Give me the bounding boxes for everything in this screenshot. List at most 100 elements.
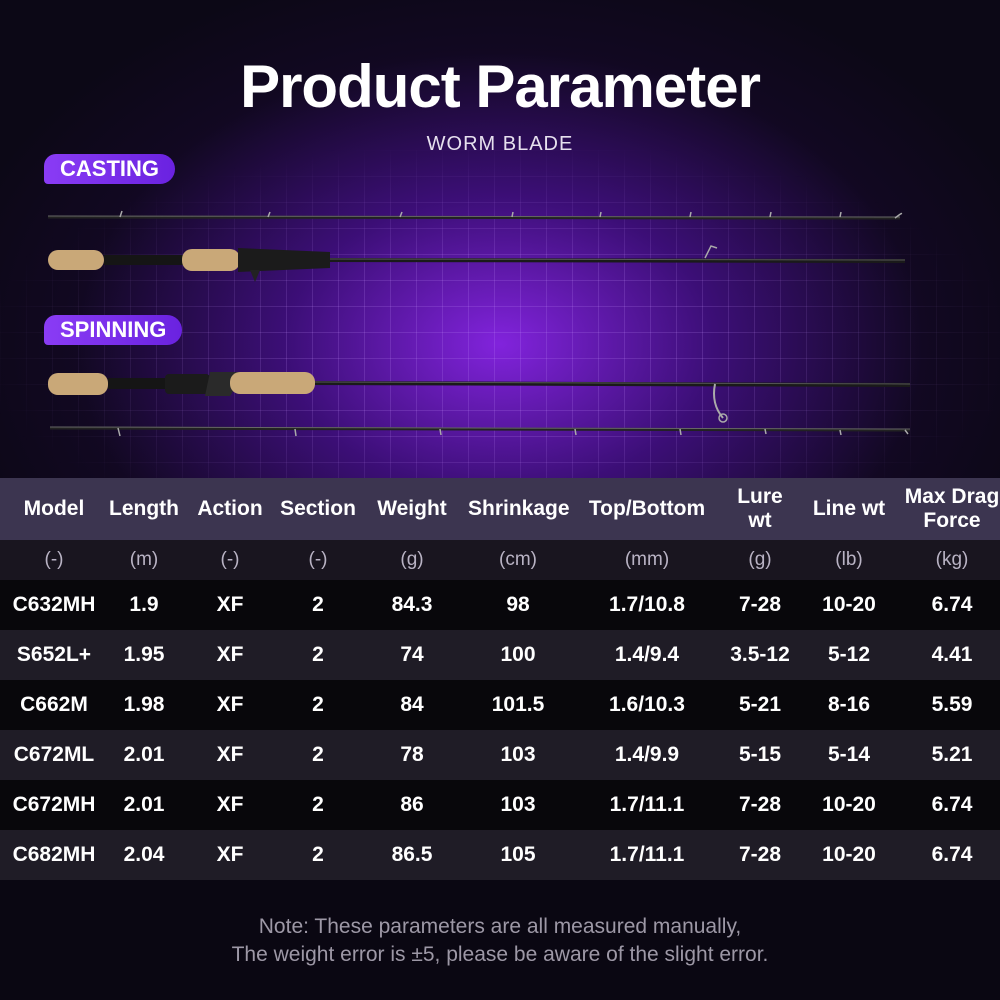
unit-cell: (-) [44,549,64,570]
measurement-note: Note: These parameters are all measured … [0,913,1000,969]
table-cell: 6.74 [931,793,973,816]
table-cell: 1.4/9.4 [614,643,680,666]
spinning-rod-tip [49,426,911,437]
table-cell: C682MH [12,843,96,866]
table-cell: 1.95 [123,643,165,666]
table-cell: S652L+ [16,643,92,666]
page-subtitle: WORM BLADE [426,133,574,155]
rod-illustration [47,210,911,437]
header-line-wt: Line wt [812,497,886,520]
table-cell: 98 [506,593,530,616]
table-cell: 2.01 [123,743,165,766]
table-cell: 2.04 [123,843,165,866]
table-cell: XF [216,743,244,766]
note-line-1: Note: These parameters are all measured … [258,915,742,938]
unit-cell: (-) [308,549,328,570]
header-weight: Weight [377,497,447,520]
table-cell: 105 [500,843,536,866]
table-cell: 2 [312,743,324,766]
table-cell: 2 [312,643,324,666]
table-cell: 84.3 [391,593,433,616]
table-cell: 10-20 [822,843,876,866]
table-header-row: Model Length Action Section Weight Shrin… [0,478,1000,540]
table-cell: 103 [500,793,536,816]
table-cell: C672MH [12,793,96,816]
table-units-row: (-) (m) (-) (-) (g) (cm) (mm) (g) (lb) (… [0,540,1000,580]
header-max-drag-force: Max Drag Force [904,485,1000,532]
table-cell: 5.21 [931,743,973,766]
table-cell: C632MH [12,593,96,616]
spinning-rod-butt [48,372,911,423]
unit-cell: (cm) [499,549,537,570]
table-row: S652L+ 1.95 XF 2 74 100 1.4/9.4 3.5-12 5-12 4.41 [0,630,1000,680]
table-cell: 101.5 [491,693,545,716]
header-lure-wt: Lure wt [737,485,783,532]
table-cell: 100 [500,643,536,666]
table-cell: 103 [500,743,536,766]
table-row: C682MH 2.04 XF 2 86.5 105 1.7/11.1 7-28 10-20 6.7… [0,830,1000,880]
table-cell: 6.74 [931,593,973,616]
table-row: C662M 1.98 XF 2 84 101.5 1.6/10.3 5-21 8-16 5.59 [0,680,1000,730]
table-cell: 1.4/9.9 [614,743,680,766]
table-cell: 10-20 [822,793,876,816]
unit-cell: (g) [748,549,772,570]
table-cell: 84 [400,693,424,716]
table-cell: 2 [312,593,324,616]
table-cell: C672ML [13,743,95,766]
table-cell: 5-12 [827,643,871,666]
table-cell: XF [216,843,244,866]
table-cell: 6.74 [931,843,973,866]
table-cell: 4.41 [931,643,973,666]
unit-cell: (m) [129,549,159,570]
header-top-bottom: Top/Bottom [588,497,706,520]
casting-tag: CASTING [44,154,175,184]
table-cell: 10-20 [822,593,876,616]
table-cell: 78 [400,743,424,766]
note-line-2: The weight error is ±5, please be aware … [231,943,769,966]
unit-cell: (mm) [624,549,670,570]
table-cell: 7-28 [738,843,782,866]
table-cell: 2 [312,793,324,816]
table-cell: XF [216,643,244,666]
header-shrinkage: Shrinkage [468,497,570,520]
table-cell: XF [216,593,244,616]
table-row: C632MH 1.9 XF 2 84.3 98 1.7/10.8 7-28 10-20 6.74 [0,580,1000,630]
unit-cell: (kg) [935,549,969,570]
table-cell: 2 [312,693,324,716]
table-cell: 86 [400,793,424,816]
table-cell: 1.7/11.1 [609,793,685,816]
table-row: C672ML 2.01 XF 2 78 103 1.4/9.9 5-15 5-14 5.21 [0,730,1000,780]
table-cell: 1.9 [129,593,159,616]
hero-banner: Product Parameter WORM BLADE CASTING SPI… [0,0,1000,478]
table-cell: 1.7/11.1 [609,843,685,866]
grid-background [0,150,1000,478]
table-cell: XF [216,793,244,816]
page-title: Product Parameter [240,53,761,120]
header-length: Length [109,497,179,520]
table-cell: 1.98 [123,693,165,716]
table-cell: 5-15 [738,743,782,766]
table-row: C672MH 2.01 XF 2 86 103 1.7/11.1 7-28 10-20 6.74 [0,780,1000,830]
table-cell: 5-21 [738,693,782,716]
table-cell: 2.01 [123,793,165,816]
casting-rod-butt [48,245,906,282]
table-cell: XF [216,693,244,716]
header-action: Action [197,497,263,520]
header-section: Section [280,497,356,520]
table-cell: 74 [400,643,424,666]
unit-cell: (-) [220,549,240,570]
table-cell: 7-28 [738,593,782,616]
table-cell: 1.7/10.8 [609,593,685,616]
table-cell: 1.6/10.3 [609,693,685,716]
table-cell: 5.59 [931,693,973,716]
parameter-table: Model Length Action Section Weight Shrin… [0,478,1000,880]
casting-rod-tip [47,210,903,220]
table-cell: 5-14 [827,743,871,766]
table-cell: 86.5 [391,843,433,866]
table-cell: 2 [312,843,324,866]
table-cell: 8-16 [827,693,871,716]
table-cell: 3.5-12 [730,643,790,666]
table-cell: 7-28 [738,793,782,816]
spinning-tag: SPINNING [44,315,183,345]
header-model: Model [23,497,85,520]
